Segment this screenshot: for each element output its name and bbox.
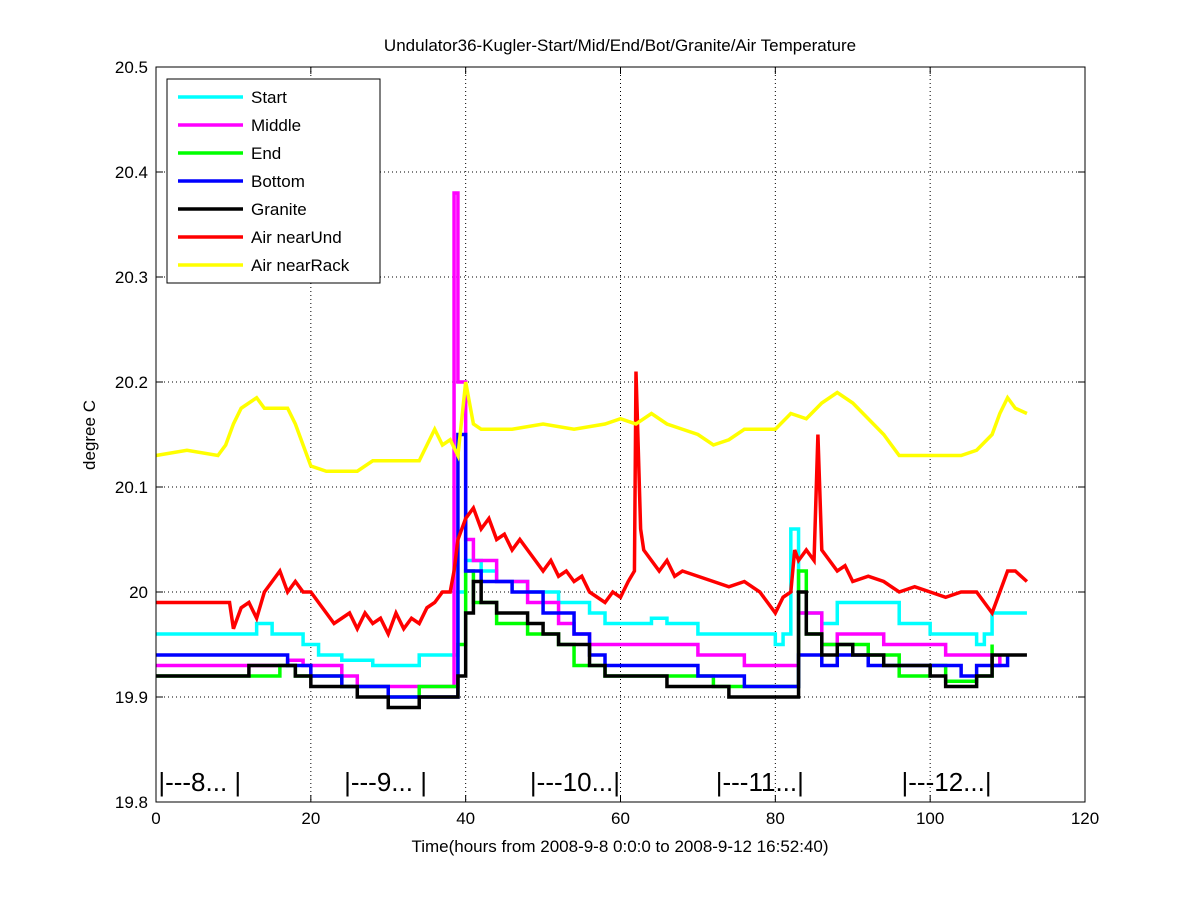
day-label: |---12...| bbox=[902, 767, 992, 797]
legend-label: Air nearRack bbox=[251, 256, 350, 275]
axes: 0 20 40 60 80 100 120 19.8 19.9 20 20.1 20.2 20.3 20.… bbox=[115, 58, 1099, 828]
x-tick-label: 120 bbox=[1071, 809, 1099, 828]
series-line-air-nearrack bbox=[155, 381, 1028, 473]
y-tick-label: 20.2 bbox=[115, 373, 148, 392]
series-line-granite bbox=[156, 579, 1027, 710]
x-axis-label: Time(hours from 2008-9-8 0:0:0 to 2008-9… bbox=[411, 837, 828, 856]
y-tick-label: 20.3 bbox=[115, 268, 148, 287]
x-tick-label: 20 bbox=[301, 809, 320, 828]
series-line-bottom bbox=[156, 432, 1010, 699]
legend-label: Air nearUnd bbox=[251, 228, 342, 247]
y-tick-label: 20.4 bbox=[115, 163, 148, 182]
legend-label: Bottom bbox=[251, 172, 305, 191]
legend-label: Start bbox=[251, 88, 287, 107]
plot-frame bbox=[155, 66, 1086, 803]
legend-label: End bbox=[251, 144, 281, 163]
series-group bbox=[155, 191, 1029, 710]
y-tick-label: 20.5 bbox=[115, 58, 148, 77]
day-label: |---9... | bbox=[344, 767, 427, 797]
x-tick-label: 0 bbox=[151, 809, 160, 828]
legend-label: Granite bbox=[251, 200, 307, 219]
x-tick-label: 100 bbox=[916, 809, 944, 828]
chart-title: Undulator36-Kugler-Start/Mid/End/Bot/Gra… bbox=[384, 36, 856, 55]
y-tick-label: 19.9 bbox=[115, 688, 148, 707]
y-tick-label: 20 bbox=[129, 583, 148, 602]
day-label: |---11...| bbox=[716, 767, 804, 797]
y-tick-label: 20.1 bbox=[115, 478, 148, 497]
legend-label: Middle bbox=[251, 116, 301, 135]
x-tick-label: 80 bbox=[766, 809, 785, 828]
series-line-air-nearund bbox=[156, 371, 1029, 639]
x-tick-label: 60 bbox=[611, 809, 630, 828]
x-tick-label: 40 bbox=[456, 809, 475, 828]
y-axis-label: degree C bbox=[80, 400, 99, 470]
day-label: |---10...| bbox=[530, 767, 620, 797]
y-tick-label: 19.8 bbox=[115, 793, 148, 812]
series-line-start bbox=[156, 527, 1027, 668]
legend: Start Middle End Bottom Granite Air nearUnd Ai… bbox=[166, 78, 381, 284]
day-label: |---8... | bbox=[158, 767, 241, 797]
day-annotations: |---8... | |---9... | |---10...| |---11...|… bbox=[158, 767, 991, 797]
